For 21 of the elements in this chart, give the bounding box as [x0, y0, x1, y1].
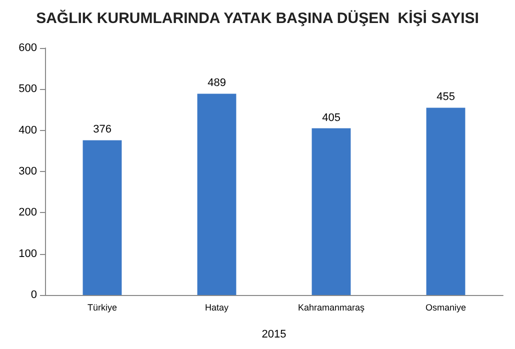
x-tick-label: Hatay — [204, 302, 230, 312]
x-axis-title: 2015 — [262, 328, 286, 340]
x-tick-label: Osmaniye — [425, 302, 466, 312]
y-tick-label: 100 — [18, 248, 37, 260]
x-tick-label: Kahramanmaraş — [298, 302, 366, 312]
data-label: 455 — [436, 91, 455, 104]
bar — [312, 128, 351, 295]
y-tick-label: 600 — [18, 42, 37, 54]
y-tick-label: 400 — [18, 124, 37, 136]
data-label: 405 — [322, 112, 340, 124]
y-tick-label: 0 — [30, 289, 37, 301]
chart-title: SAĞLIK KURUMLARINDA YATAK BAŞINA DÜŞEN KİŞİ SAYISI — [36, 9, 479, 27]
bar — [426, 108, 466, 295]
x-tick-label: Türkiye — [87, 302, 118, 312]
bar — [197, 94, 236, 295]
y-tick-label: 500 — [18, 83, 37, 96]
data-label: 489 — [208, 77, 226, 90]
bar — [82, 140, 122, 295]
data-label: 376 — [93, 124, 112, 136]
y-tick-label: 300 — [18, 166, 37, 178]
y-tick-label: 200 — [18, 206, 37, 219]
